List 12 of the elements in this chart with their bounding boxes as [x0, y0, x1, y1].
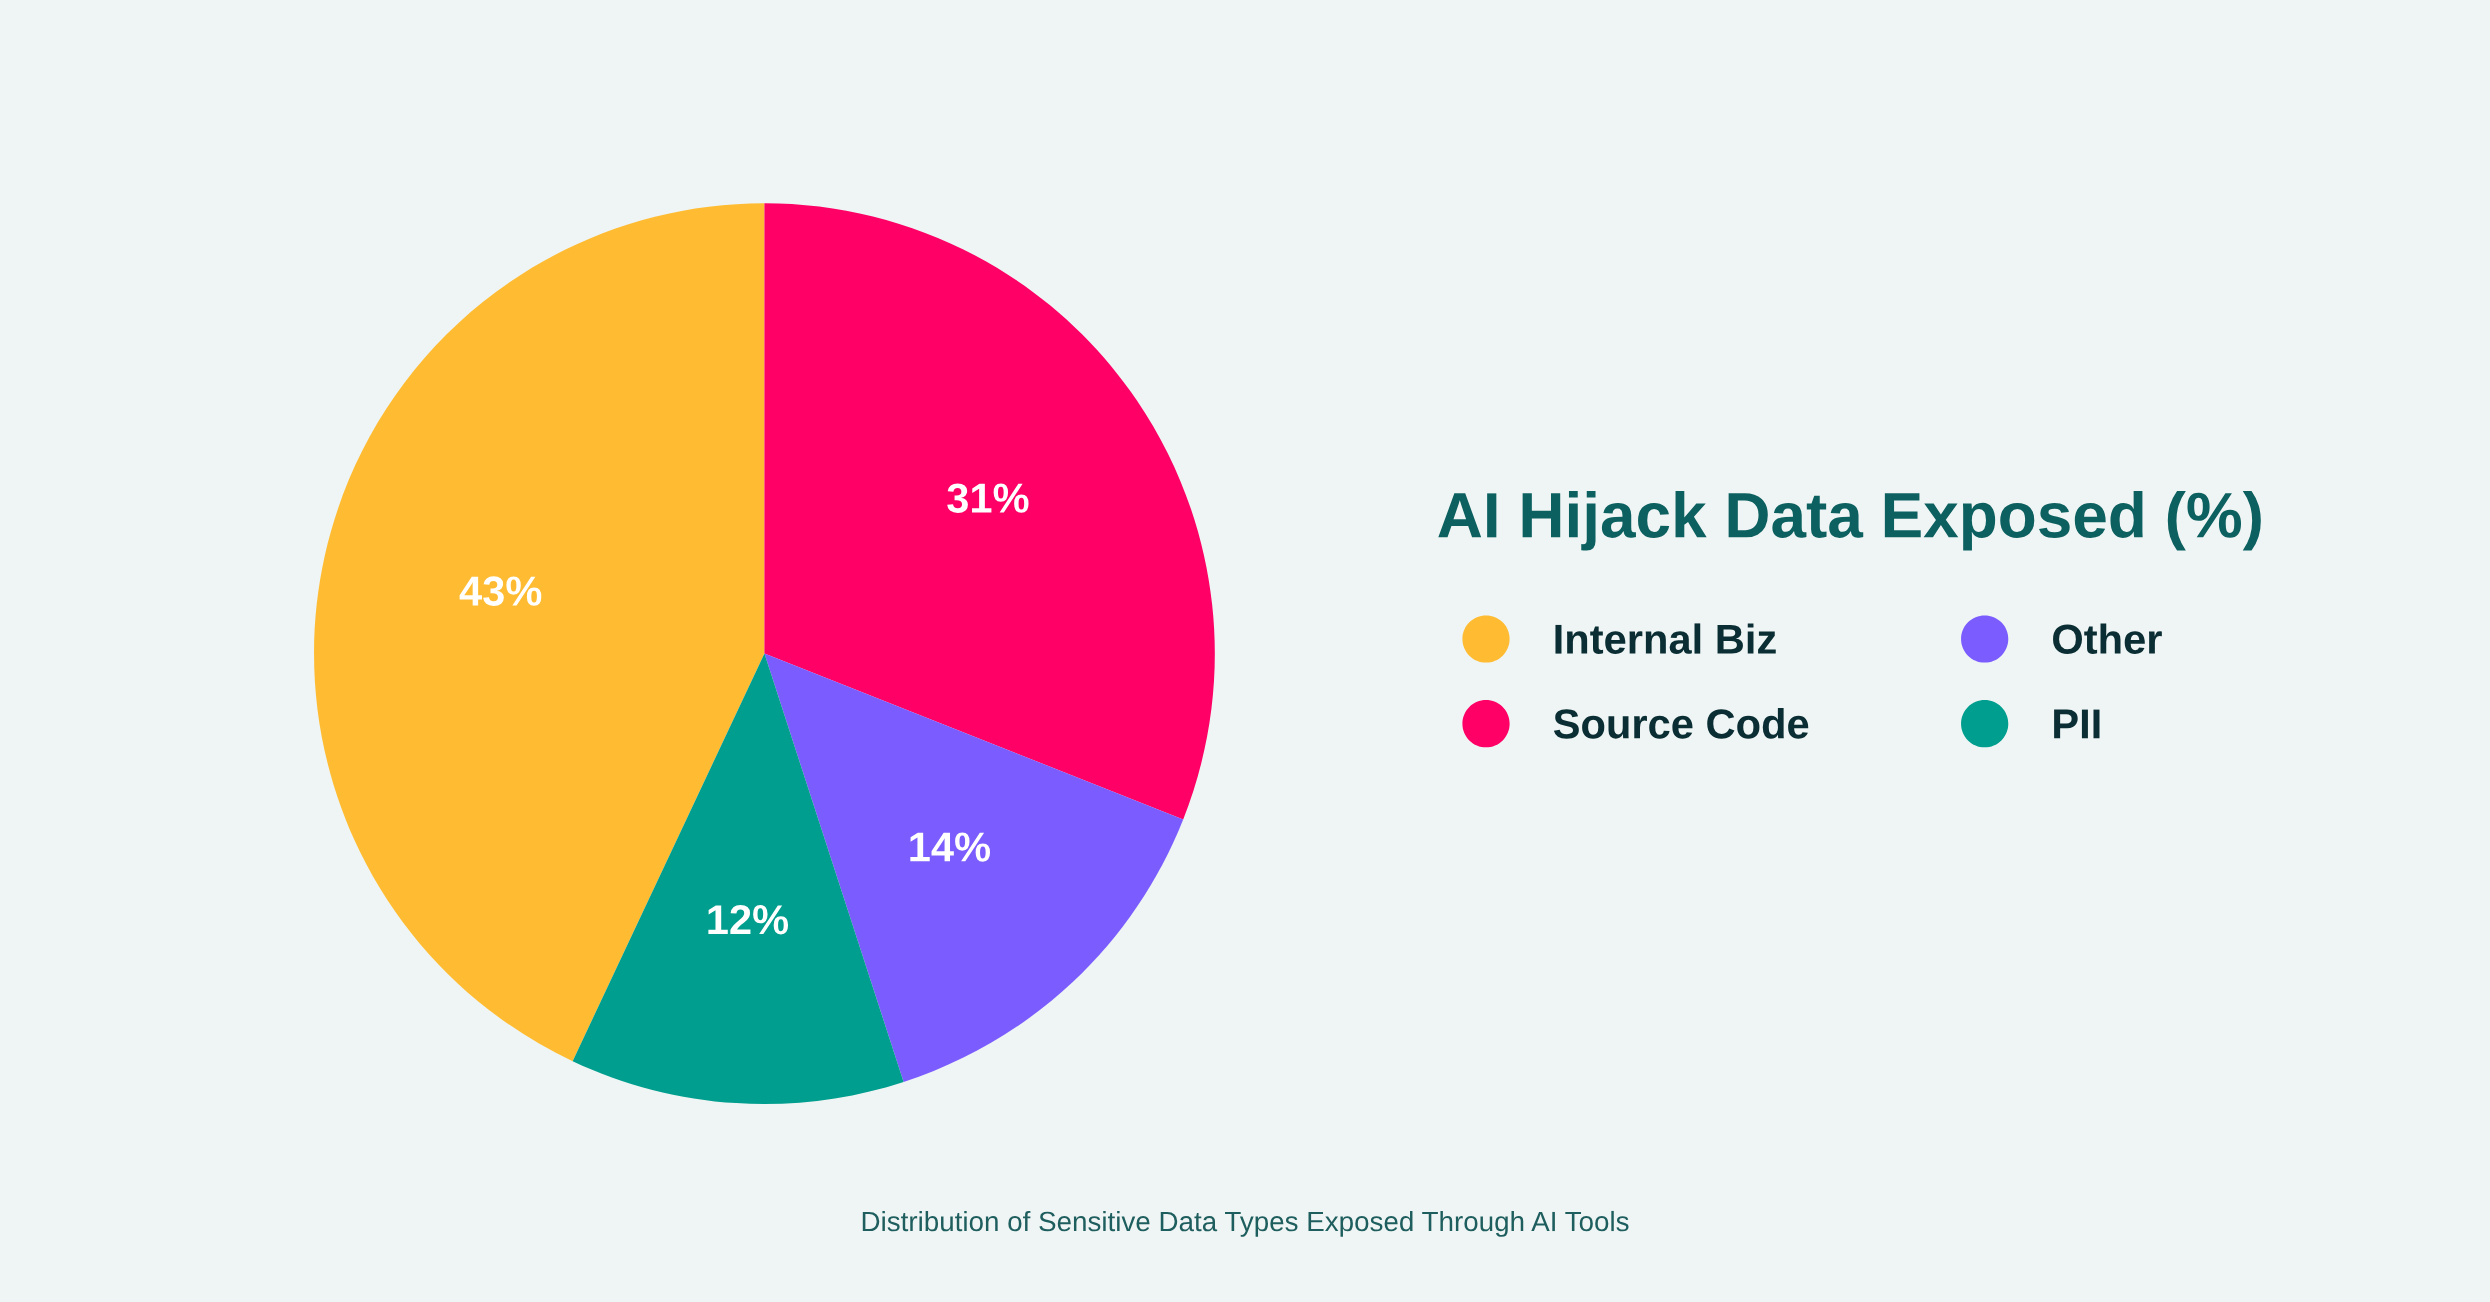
legend-label: Other — [2053, 623, 2162, 655]
text: Distribution of Sensitive Data Types Exposed Through AI Tools — [862, 1210, 1629, 1237]
legend-label: PII — [2054, 709, 2100, 739]
pie-slice — [572, 653, 904, 1104]
legend-label: Source Code — [1553, 708, 1809, 739]
data-label: 43% — [459, 576, 542, 606]
pie-slice — [764, 203, 1215, 820]
text: AI Hijack Data Exposed (%) — [1438, 491, 2261, 551]
data-label: 12% — [708, 904, 789, 935]
data-label: 14% — [910, 832, 991, 862]
legend-label: Internal Biz — [1555, 623, 1776, 655]
data-label: 31% — [947, 483, 1029, 513]
